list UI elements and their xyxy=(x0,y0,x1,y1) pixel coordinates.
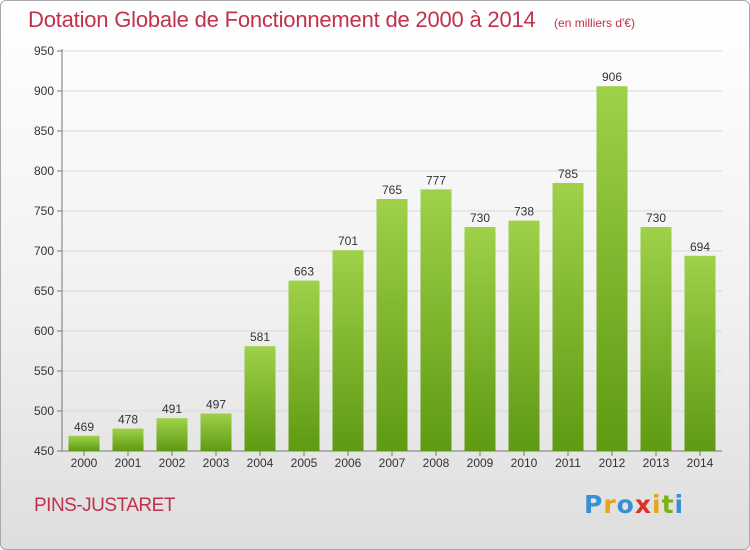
data-label: 785 xyxy=(558,167,578,181)
x-tick-label: 2010 xyxy=(511,456,538,470)
x-tick-label: 2007 xyxy=(379,456,406,470)
bar-2001 xyxy=(112,428,144,451)
x-tick-label: 2004 xyxy=(247,456,274,470)
y-tick-label: 450 xyxy=(34,444,54,458)
y-tick-label: 800 xyxy=(34,164,54,178)
y-tick-label: 950 xyxy=(34,44,54,58)
proxiti-logo: Proxiti xyxy=(584,490,684,519)
bar-2007 xyxy=(376,199,408,451)
data-label: 738 xyxy=(514,205,534,219)
y-tick-label: 550 xyxy=(34,364,54,378)
bar-2005 xyxy=(288,280,320,451)
bar-2003 xyxy=(200,413,232,451)
x-tick-label: 2005 xyxy=(291,456,318,470)
logo-letter: P xyxy=(584,490,604,519)
commune-name: PINS-JUSTARET xyxy=(34,495,175,516)
y-tick-label: 500 xyxy=(34,404,54,418)
data-label: 765 xyxy=(382,183,402,197)
x-tick-label: 2008 xyxy=(423,456,450,470)
data-label: 777 xyxy=(426,173,446,187)
bar-2006 xyxy=(332,250,364,451)
data-label: 906 xyxy=(602,70,622,84)
x-tick-label: 2014 xyxy=(687,456,714,470)
y-tick-label: 650 xyxy=(34,284,54,298)
logo-letter: r xyxy=(603,490,617,519)
chart-subtitle: (en milliers d'€) xyxy=(554,16,636,30)
bar-2004 xyxy=(244,346,276,451)
chart-title-row: Dotation Globale de Fonctionnement de 20… xyxy=(28,7,635,33)
bar-2011 xyxy=(552,183,584,451)
logo-letter: i xyxy=(652,490,662,519)
y-tick-label: 850 xyxy=(34,124,54,138)
data-label: 730 xyxy=(646,211,666,225)
bar-2009 xyxy=(464,227,496,451)
data-label: 497 xyxy=(206,397,226,411)
logo-letter: i xyxy=(674,490,685,519)
bar-2010 xyxy=(508,220,540,451)
bar-2008 xyxy=(420,189,452,451)
bar-2000 xyxy=(68,435,100,451)
data-label: 469 xyxy=(74,420,94,434)
data-label: 478 xyxy=(118,413,138,427)
y-tick-label: 600 xyxy=(34,324,54,338)
y-tick-label: 900 xyxy=(34,84,54,98)
bar-2012 xyxy=(596,86,628,451)
bar-2002 xyxy=(156,418,188,451)
logo-letter: t xyxy=(661,490,675,519)
data-label: 663 xyxy=(294,265,314,279)
data-label: 581 xyxy=(250,330,270,344)
x-tick-label: 2013 xyxy=(643,456,670,470)
data-label: 701 xyxy=(338,234,358,248)
logo-letter: o xyxy=(616,490,635,519)
x-tick-label: 2001 xyxy=(115,456,142,470)
x-tick-label: 2000 xyxy=(71,456,98,470)
bar-2014 xyxy=(684,255,716,451)
data-label: 491 xyxy=(162,402,182,416)
data-label: 730 xyxy=(470,211,490,225)
x-tick-label: 2009 xyxy=(467,456,494,470)
data-label: 694 xyxy=(690,240,710,254)
x-tick-label: 2002 xyxy=(159,456,186,470)
y-tick-label: 700 xyxy=(34,244,54,258)
bars xyxy=(68,86,716,451)
y-tick-label: 750 xyxy=(34,204,54,218)
chart-title: Dotation Globale de Fonctionnement de 20… xyxy=(28,7,536,32)
data-labels: 469 478 491 497 581 663 701 765 777 730 738 785 906 7… xyxy=(74,70,710,434)
x-tick-label: 2012 xyxy=(599,456,626,470)
bar-2013 xyxy=(640,227,672,451)
x-tick-label: 2011 xyxy=(555,456,581,470)
x-tick-label: 2003 xyxy=(203,456,230,470)
logo-letter: x xyxy=(634,490,652,519)
x-tick-label: 2006 xyxy=(335,456,362,470)
